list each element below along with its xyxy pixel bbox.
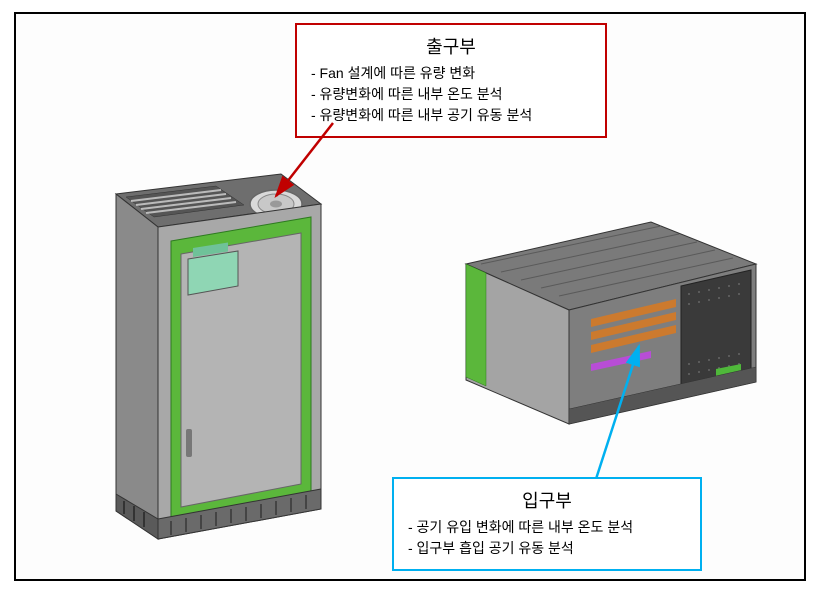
diagram-frame: 출구부 - Fan 설계에 따른 유량 변화 - 유량변화에 따른 내부 온도 … [14,12,806,581]
outlet-item-1: - 유량변화에 따른 내부 온도 분석 [311,84,591,105]
inlet-item-1: - 입구부 흡입 공기 유동 분석 [408,538,686,559]
outlet-item-0: - Fan 설계에 따른 유량 변화 [311,63,591,84]
cabinet-front-view [86,159,346,554]
inlet-title: 입구부 [408,487,686,513]
outlet-callout: 출구부 - Fan 설계에 따른 유량 변화 - 유량변화에 따른 내부 온도 … [295,23,607,138]
inlet-item-0: - 공기 유입 변화에 따른 내부 온도 분석 [408,517,686,538]
outlet-item-2: - 유량변화에 따른 내부 공기 유동 분석 [311,105,591,126]
inlet-callout: 입구부 - 공기 유입 변화에 따른 내부 온도 분석 - 입구부 흡입 공기 … [392,477,702,571]
outlet-title: 출구부 [311,33,591,59]
cabinet-rear-view [451,214,771,434]
